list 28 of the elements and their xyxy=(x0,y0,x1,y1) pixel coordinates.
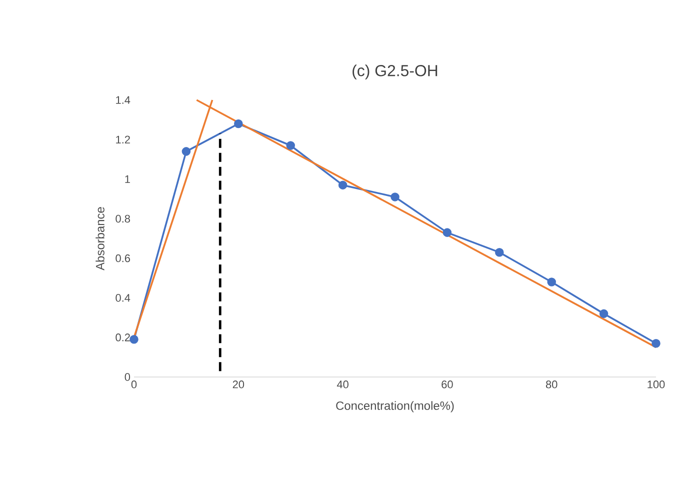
x-tick-label: 0 xyxy=(131,380,137,388)
y-tick-label: 1.4 xyxy=(116,96,130,104)
point xyxy=(338,180,348,190)
point xyxy=(495,248,504,257)
x-tick-label: 60 xyxy=(442,380,453,388)
point xyxy=(547,278,556,286)
point xyxy=(390,192,400,202)
y-tick-label: 0.6 xyxy=(116,254,130,262)
y-tick-label: 0.4 xyxy=(116,294,130,302)
y-tick-label: 0.8 xyxy=(116,214,130,223)
y-axis-title: Absorbance xyxy=(96,207,104,270)
x-tick-label: 40 xyxy=(336,380,348,388)
point xyxy=(182,147,191,156)
y-tick-label: 1 xyxy=(125,175,130,183)
point xyxy=(599,309,608,318)
x-tick-label: 20 xyxy=(232,380,244,388)
x-tick-label: 100 xyxy=(648,380,665,388)
y-tick-label: 1.2 xyxy=(116,136,130,144)
x-tick-label: 80 xyxy=(546,380,558,388)
point xyxy=(652,338,660,348)
point xyxy=(234,119,243,128)
y-tick-label: 0 xyxy=(124,373,130,381)
x-axis-title: Concentration(mole%) xyxy=(336,401,454,412)
chart-title: (c) G2.5-OH xyxy=(352,64,438,80)
point xyxy=(286,141,295,150)
point xyxy=(130,335,138,344)
y-tick-label: 0.2 xyxy=(116,334,130,342)
point xyxy=(442,228,452,237)
